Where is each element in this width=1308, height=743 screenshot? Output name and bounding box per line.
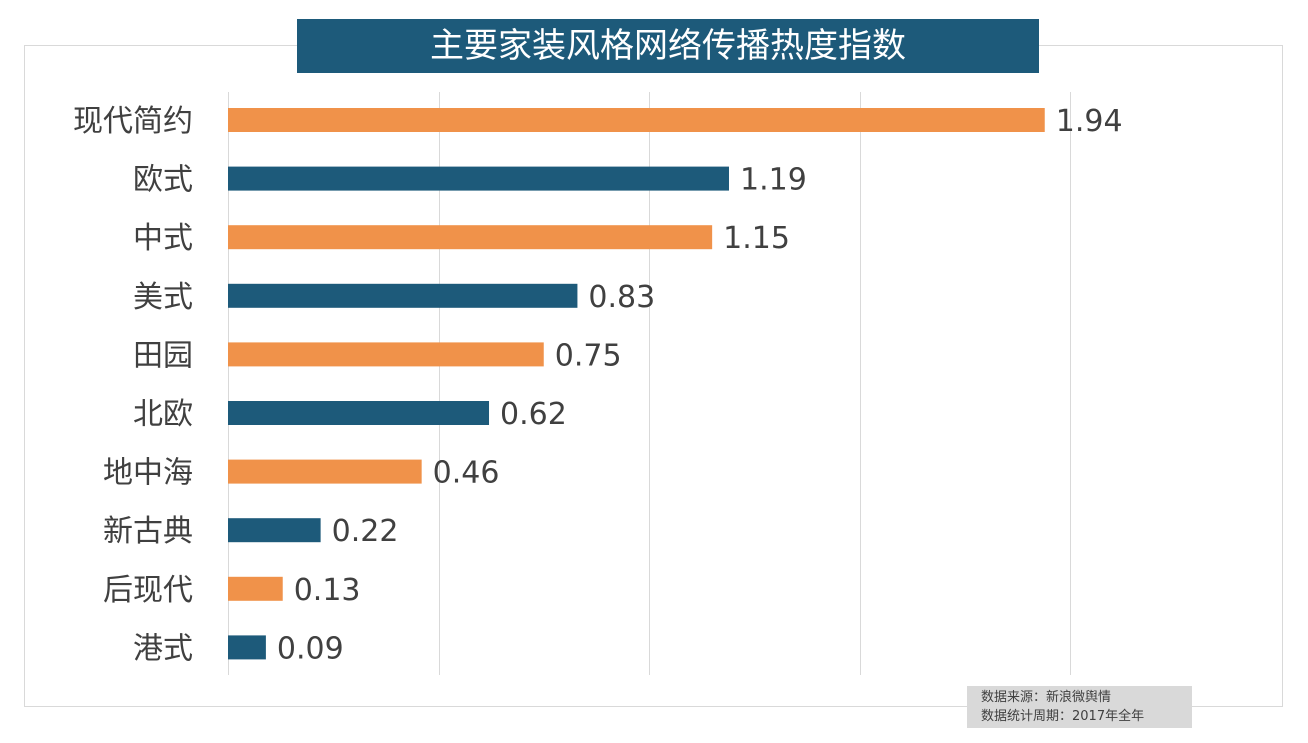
source-line-1: 数据来源：新浪微舆情 [981,690,1112,705]
data-label: 1.94 [1056,104,1123,139]
chart-title: 主要家装风格网络传播热度指数 [297,19,1039,73]
data-label: 0.83 [588,280,655,315]
data-label: 0.75 [555,338,622,373]
category-label: 中式 [133,221,193,256]
bar [228,401,490,425]
data-label: 0.46 [433,456,500,491]
source-note: 数据来源：新浪微舆情 数据统计周期：2017年全年 [967,686,1192,728]
category-label: 地中海 [103,456,193,491]
data-label: 0.13 [294,573,361,608]
bar [228,225,713,250]
category-label: 北欧 [133,397,193,432]
category-label: 后现代 [103,573,193,608]
data-label: 1.19 [740,163,807,198]
bar [228,576,283,601]
bar [228,635,266,660]
category-label: 美式 [133,280,193,315]
data-label: 1.15 [723,221,790,256]
bar [228,108,1045,132]
category-label: 田园 [133,338,193,373]
bar [228,166,729,191]
bar [228,342,544,367]
category-label: 港式 [133,631,193,666]
category-label: 现代简约 [73,104,193,139]
data-label: 0.22 [332,514,399,549]
bar [228,518,321,543]
source-line-2: 数据统计周期：2017年全年 [981,709,1145,724]
bar [228,459,422,484]
category-label: 欧式 [133,163,193,198]
data-label: 0.09 [277,631,344,666]
bar [228,283,578,308]
data-label: 0.62 [500,397,567,432]
category-label: 新古典 [103,514,193,549]
